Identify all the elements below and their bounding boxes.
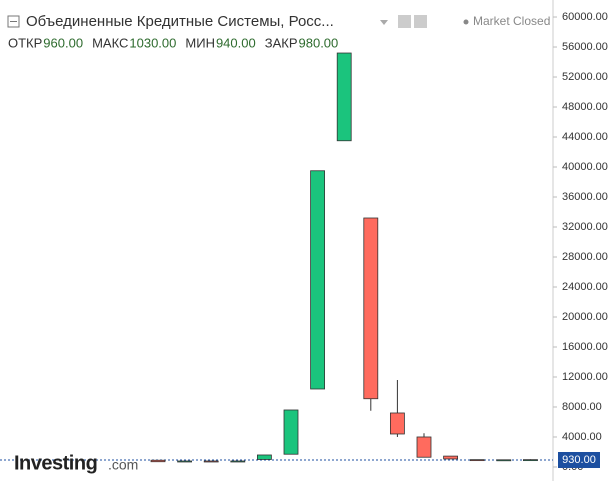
y-tick-label: 48000.00	[562, 101, 608, 113]
visibility-icon[interactable]	[398, 15, 411, 28]
candle-body	[256, 454, 272, 460]
candle-body	[389, 412, 405, 435]
candle-body	[363, 217, 379, 400]
y-tick-label: 52000.00	[562, 71, 608, 83]
settings-icon[interactable]	[414, 15, 427, 28]
collapse-icon[interactable]	[7, 15, 20, 28]
y-tick-label: 28000.00	[562, 251, 608, 263]
status-dot	[463, 19, 469, 25]
candle-body	[336, 52, 352, 142]
candle-body	[523, 459, 538, 462]
y-tick-label: 32000.00	[562, 221, 608, 233]
ohlc-value: 960.00	[43, 35, 83, 50]
ohlc-label: МИН	[185, 35, 215, 50]
y-tick-label: 20000.00	[562, 311, 608, 323]
y-tick-label: 8000.00	[562, 401, 602, 413]
candle-body	[469, 459, 485, 462]
dropdown-arrow[interactable]	[380, 20, 388, 25]
y-tick-label: 60000.00	[562, 11, 608, 23]
y-tick-label: 44000.00	[562, 131, 608, 143]
y-tick-label: 56000.00	[562, 41, 608, 53]
y-tick-label: 4000.00	[562, 431, 602, 443]
candle-body	[150, 459, 166, 463]
candle-body	[177, 460, 193, 463]
last-price-box	[558, 452, 600, 469]
ohlc-value: 940.00	[216, 35, 256, 50]
logo-suffix: .com	[108, 457, 138, 473]
logo-brand: Investing	[14, 452, 97, 474]
chart-title: Объединенные Кредитные Системы, Росс...	[26, 13, 334, 30]
ohlc-label: МАКС	[92, 35, 128, 50]
y-tick-label: 16000.00	[562, 341, 608, 353]
y-tick-label: 36000.00	[562, 191, 608, 203]
ohlc-value: 1030.00	[129, 35, 176, 50]
y-tick-label: 12000.00	[562, 371, 608, 383]
candle-body	[283, 409, 299, 455]
ohlc-label: ОТКР	[8, 35, 42, 50]
candle-body	[203, 460, 219, 463]
y-tick-label: 24000.00	[562, 281, 608, 293]
candle-body	[496, 459, 512, 462]
candle-body	[416, 436, 432, 458]
market-status: Market Closed	[473, 14, 550, 28]
ohlc-value: 980.00	[299, 35, 339, 50]
plot: 0.004000.008000.0012000.0016000.0020000.…	[0, 11, 608, 473]
last-price-label: 930.00	[562, 454, 596, 466]
ohlc-row: ОТКР 960.00 МАКС 1030.00 МИН 940.00 ЗАКР 980.00	[8, 35, 338, 50]
candle-body	[230, 460, 246, 463]
candle-body	[310, 170, 326, 390]
candle-body	[443, 455, 459, 460]
ohlc-label: ЗАКР	[265, 35, 298, 50]
y-tick-label: 40000.00	[562, 161, 608, 173]
